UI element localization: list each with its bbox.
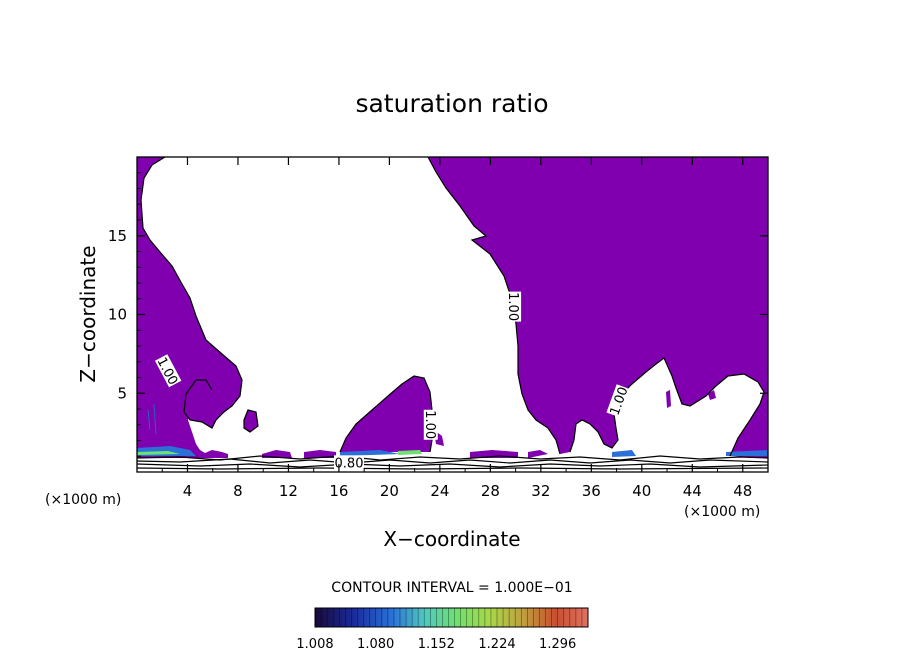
contour-label-bg [334,455,365,470]
colorbar-label: 1.152 [418,637,455,652]
supersaturated-band [528,450,548,458]
surface-contour [137,463,768,468]
contour-label-bg [507,291,522,322]
supersaturated-region-left [137,157,242,458]
supersaturated-band [262,450,292,458]
x-tick-label: 48 [733,482,752,500]
contour-label-bg [606,384,630,418]
colorbar-label: 1.080 [357,637,394,652]
colorbar-ticks [314,608,589,627]
colorbar-label: 1.296 [539,637,576,652]
supersaturated-patch [666,390,671,408]
high-value-band [612,450,636,457]
contour-label: 0.80 [335,456,364,471]
x-axis-label: X−coordinate [383,527,520,551]
y-axis: 5 10 15 [108,172,768,457]
contour-line [140,157,243,429]
contour-fills [137,157,768,458]
y-tick-label: 15 [108,227,127,245]
x-tick-label: 24 [430,482,449,500]
x-unit-right: (×1000 m) [684,504,760,520]
contour-line [243,409,259,433]
surface-contour [137,458,768,464]
contour-line [569,357,765,457]
colorbar-label: 1.008 [296,637,333,652]
colorbar-labels: 1.008 1.080 1.152 1.224 1.296 [296,637,576,652]
supersaturated-band [304,450,336,458]
supersaturated-region-center [340,376,432,452]
x-tick-label: 12 [279,482,298,500]
x-tick-label: 8 [233,482,243,500]
x-tick-label: 36 [582,482,601,500]
chart-title: saturation ratio [355,89,548,118]
high-value-band [340,450,400,456]
high-value-band [137,451,180,455]
x-tick-label: 40 [632,482,651,500]
x-tick-label: 20 [380,482,399,500]
supersaturated-patch [244,410,258,432]
contour-label-bg [423,409,438,440]
x-axis: 4 8 12 16 20 24 28 32 36 40 44 48 [161,157,752,500]
y-tick-label: 10 [108,306,127,324]
x-tick-label: 32 [531,482,550,500]
surface-contour [137,467,768,470]
contour-label: 1.00 [422,410,437,439]
high-value-band [398,450,422,455]
y-axis-label: Z−coordinate [76,245,100,382]
contour-label: 1.00 [505,292,520,321]
surface-contour [137,455,768,461]
supersaturated-patch [708,390,716,400]
contour-label-bg [154,354,182,388]
high-value-streak [147,403,157,435]
x-tick-label: 16 [329,482,348,500]
x-unit-left: (×1000 m) [45,492,121,508]
supersaturated-region-right [428,157,768,458]
x-tick-label: 4 [183,482,193,500]
y-tick-label: 5 [117,384,127,402]
x-tick-label: 44 [683,482,702,500]
colorbar-label: 1.224 [478,637,515,652]
colorbar [314,607,589,628]
contour-interval: CONTOUR INTERVAL = 1.000E−01 [331,580,572,596]
contour-lines [137,157,768,470]
high-value-band [726,450,768,456]
x-tick-label: 28 [481,482,500,500]
